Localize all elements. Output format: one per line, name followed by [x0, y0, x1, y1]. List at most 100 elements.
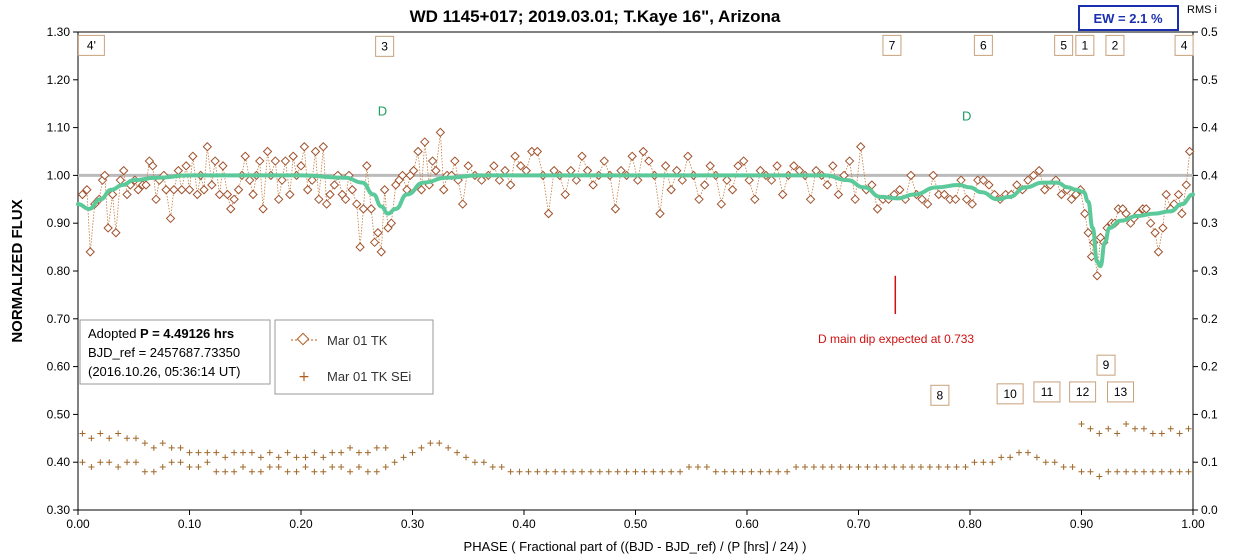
rms-point: [846, 463, 853, 470]
flux-point: [165, 213, 176, 224]
flux-point: [141, 180, 151, 190]
rms-point: [775, 468, 782, 475]
d-feature-label: D: [962, 108, 971, 123]
flux-point: [1039, 185, 1050, 195]
flux-point: [1173, 189, 1184, 200]
flux-point: [420, 137, 430, 147]
rms-point: [338, 463, 345, 470]
flux-point: [1150, 228, 1160, 238]
rms-point: [507, 468, 514, 475]
flux-point: [789, 161, 799, 171]
rms-point: [766, 468, 773, 475]
flux-point: [1066, 194, 1077, 205]
flux-point: [766, 175, 777, 185]
flux-point: [277, 175, 287, 185]
rms-point: [106, 459, 113, 466]
flux-point: [280, 156, 291, 166]
rms-point: [891, 463, 898, 470]
rms-point: [463, 454, 470, 461]
rms-point: [1123, 420, 1130, 427]
rms-point: [186, 449, 193, 456]
y2-tick-label: 0.3: [1201, 216, 1218, 230]
rms-point: [900, 463, 907, 470]
dip-label: 2: [1112, 38, 1119, 52]
flux-point: [358, 204, 369, 214]
rms-point: [1060, 463, 1067, 470]
flux-point: [610, 204, 621, 214]
flux-point: [133, 185, 143, 195]
rms-point: [1096, 473, 1103, 480]
flux-point: [677, 175, 688, 185]
rms-point: [480, 459, 487, 466]
rms-point: [231, 468, 238, 475]
flux-point: [329, 180, 340, 190]
rms-point: [195, 463, 202, 470]
rms-point: [373, 444, 380, 451]
legend-marker-plus: +: [298, 369, 310, 385]
flux-point: [82, 185, 92, 195]
y2-tick-label: 0.2: [1201, 312, 1218, 326]
flux-point: [288, 151, 298, 161]
flux-point: [427, 156, 438, 166]
rms-point: [578, 468, 585, 475]
flux-point: [805, 194, 816, 205]
y-tick-label: 0.40: [47, 455, 71, 469]
rms-point: [944, 463, 951, 470]
flux-point: [978, 175, 989, 185]
flux-point: [325, 189, 335, 200]
x-tick-label: 0.30: [401, 517, 425, 531]
rms-point: [195, 449, 202, 456]
flux-point: [296, 161, 306, 171]
rms-point: [347, 444, 354, 451]
flux-point: [1092, 271, 1102, 281]
y2-tick-label: 0.2: [1201, 360, 1218, 374]
rms-point: [311, 449, 318, 456]
flux-point: [722, 175, 732, 185]
flux-point: [543, 208, 554, 219]
flux-point: [285, 189, 295, 200]
rms-point: [329, 449, 336, 456]
flux-point: [638, 146, 649, 157]
flux-point: [202, 142, 213, 152]
flux-point: [844, 156, 855, 166]
flux-point: [750, 194, 760, 205]
rms-point: [998, 454, 1005, 461]
dip-label-box: [1107, 381, 1135, 403]
rms-point: [355, 463, 362, 470]
legend: Mar 01 TK + Mar 01 TK SEi: [274, 319, 434, 395]
rms-point: [873, 463, 880, 470]
flux-point: [435, 127, 446, 138]
flux-point: [233, 185, 244, 195]
flux-point: [906, 170, 916, 181]
dip-label: 13: [1114, 385, 1128, 399]
rms-point: [454, 449, 461, 456]
rms-point: [489, 463, 496, 470]
rms-point: [284, 449, 291, 456]
flux-point: [416, 185, 427, 195]
rms-point: [436, 440, 443, 447]
rms-point: [177, 459, 184, 466]
dip-label-box: [1033, 381, 1061, 403]
rms-point: [1114, 468, 1121, 475]
flux-point: [366, 204, 376, 214]
rms-point: [1185, 425, 1192, 432]
flux-point: [245, 175, 255, 185]
rms-point: [124, 459, 131, 466]
rms-point: [650, 468, 657, 475]
flux-line: [82, 132, 1191, 276]
flux-point: [226, 204, 236, 214]
rms-point: [471, 459, 478, 466]
y-tick-label: 0.90: [47, 216, 71, 230]
flux-point: [1145, 218, 1156, 228]
x-tick-label: 1.00: [1181, 517, 1205, 531]
flux-point: [1161, 189, 1171, 200]
rms-point: [293, 454, 300, 461]
flux-point: [489, 161, 499, 171]
rms-point: [445, 444, 452, 451]
flux-point: [192, 189, 203, 200]
flux-point: [188, 151, 198, 161]
rms-point: [1176, 430, 1183, 437]
info-bjd-ref: BJD_ref = 2457687.73350: [88, 345, 240, 360]
flux-point: [229, 194, 239, 205]
flux-point: [386, 218, 397, 228]
